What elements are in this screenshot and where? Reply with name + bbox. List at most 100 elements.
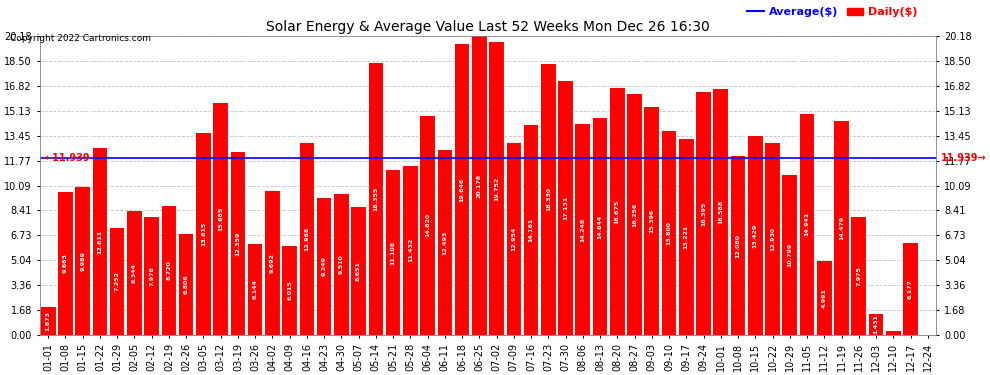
Text: 9.510: 9.510 (339, 255, 344, 274)
Bar (213, 103, 228, 335)
Text: 6.806: 6.806 (184, 274, 189, 294)
Bar (58, 192, 72, 335)
Text: 12.359: 12.359 (236, 231, 241, 256)
Bar (748, 136, 762, 335)
Text: 14.820: 14.820 (425, 213, 430, 237)
Bar (558, 81, 573, 335)
Text: 13.221: 13.221 (684, 225, 689, 249)
Text: 12.930: 12.930 (770, 227, 775, 251)
Text: 10.799: 10.799 (787, 243, 792, 267)
Bar (886, 332, 901, 335)
Text: 7.978: 7.978 (149, 266, 154, 286)
Text: 14.644: 14.644 (598, 214, 603, 238)
Text: 12.954: 12.954 (511, 227, 517, 251)
Bar (575, 124, 590, 335)
Text: 12.080: 12.080 (736, 234, 741, 258)
Bar (282, 246, 297, 335)
Text: 1.873: 1.873 (46, 311, 50, 331)
Text: 16.675: 16.675 (615, 200, 620, 223)
Bar (368, 63, 383, 335)
Bar (628, 94, 642, 335)
Bar (93, 148, 107, 335)
Bar (75, 187, 90, 335)
Text: 6.144: 6.144 (252, 279, 257, 299)
Text: 6.177: 6.177 (908, 279, 913, 299)
Bar (351, 207, 366, 335)
Text: 8.651: 8.651 (356, 261, 361, 281)
Text: 19.646: 19.646 (459, 177, 464, 202)
Bar (835, 120, 848, 335)
Bar (472, 36, 487, 335)
Bar (438, 150, 452, 335)
Bar (161, 206, 176, 335)
Bar (817, 261, 832, 335)
Text: 6.015: 6.015 (287, 280, 292, 300)
Text: 12.493: 12.493 (443, 230, 447, 255)
Text: 16.395: 16.395 (701, 201, 706, 226)
Bar (334, 194, 348, 335)
Bar (541, 63, 555, 335)
Text: 7.975: 7.975 (856, 266, 861, 286)
Legend: Average($), Daily($): Average($), Daily($) (742, 3, 922, 22)
Bar (265, 192, 280, 335)
Bar (868, 314, 883, 335)
Bar (421, 116, 435, 335)
Text: 16.256: 16.256 (632, 202, 637, 227)
Bar (403, 166, 418, 335)
Bar (765, 144, 780, 335)
Bar (196, 134, 211, 335)
Text: 15.685: 15.685 (218, 207, 223, 231)
Text: 9.663: 9.663 (63, 254, 68, 273)
Text: 12.968: 12.968 (304, 227, 310, 251)
Text: 16.588: 16.588 (719, 200, 724, 224)
Bar (317, 198, 332, 335)
Bar (454, 44, 469, 335)
Text: 18.355: 18.355 (373, 187, 378, 211)
Text: 13.800: 13.800 (666, 221, 671, 245)
Text: 15.396: 15.396 (649, 209, 654, 233)
Bar (661, 130, 676, 335)
Bar (127, 211, 142, 335)
Bar (524, 125, 539, 335)
Text: 11.939→: 11.939→ (940, 153, 986, 163)
Bar (145, 217, 159, 335)
Text: 14.941: 14.941 (805, 212, 810, 237)
Bar (41, 307, 55, 335)
Text: 4.991: 4.991 (822, 288, 827, 308)
Bar (696, 92, 711, 335)
Text: 11.108: 11.108 (391, 241, 396, 265)
Bar (610, 88, 625, 335)
Text: 14.479: 14.479 (839, 216, 844, 240)
Text: 8.720: 8.720 (166, 261, 171, 280)
Text: 18.330: 18.330 (545, 187, 550, 211)
Text: 9.692: 9.692 (270, 253, 275, 273)
Text: 9.989: 9.989 (80, 251, 85, 271)
Text: 13.615: 13.615 (201, 222, 206, 246)
Bar (782, 175, 797, 335)
Bar (110, 228, 125, 335)
Text: 17.131: 17.131 (563, 196, 568, 220)
Text: 12.611: 12.611 (97, 230, 102, 254)
Bar (179, 234, 193, 335)
Bar (731, 156, 745, 335)
Bar (489, 42, 504, 335)
Text: 19.752: 19.752 (494, 177, 499, 201)
Bar (644, 107, 659, 335)
Bar (851, 217, 866, 335)
Bar (248, 244, 262, 335)
Bar (507, 143, 521, 335)
Bar (231, 152, 246, 335)
Bar (800, 114, 815, 335)
Title: Solar Energy & Average Value Last 52 Weeks Mon Dec 26 16:30: Solar Energy & Average Value Last 52 Wee… (266, 20, 710, 34)
Text: 1.431: 1.431 (873, 314, 878, 334)
Bar (300, 143, 314, 335)
Text: 20.178: 20.178 (477, 174, 482, 198)
Bar (386, 171, 400, 335)
Text: 14.161: 14.161 (529, 218, 534, 242)
Text: 11.432: 11.432 (408, 238, 413, 262)
Text: 13.429: 13.429 (752, 224, 757, 248)
Text: 14.248: 14.248 (580, 217, 585, 242)
Bar (593, 118, 608, 335)
Bar (714, 89, 728, 335)
Text: Copyright 2022 Cartronics.com: Copyright 2022 Cartronics.com (10, 34, 150, 43)
